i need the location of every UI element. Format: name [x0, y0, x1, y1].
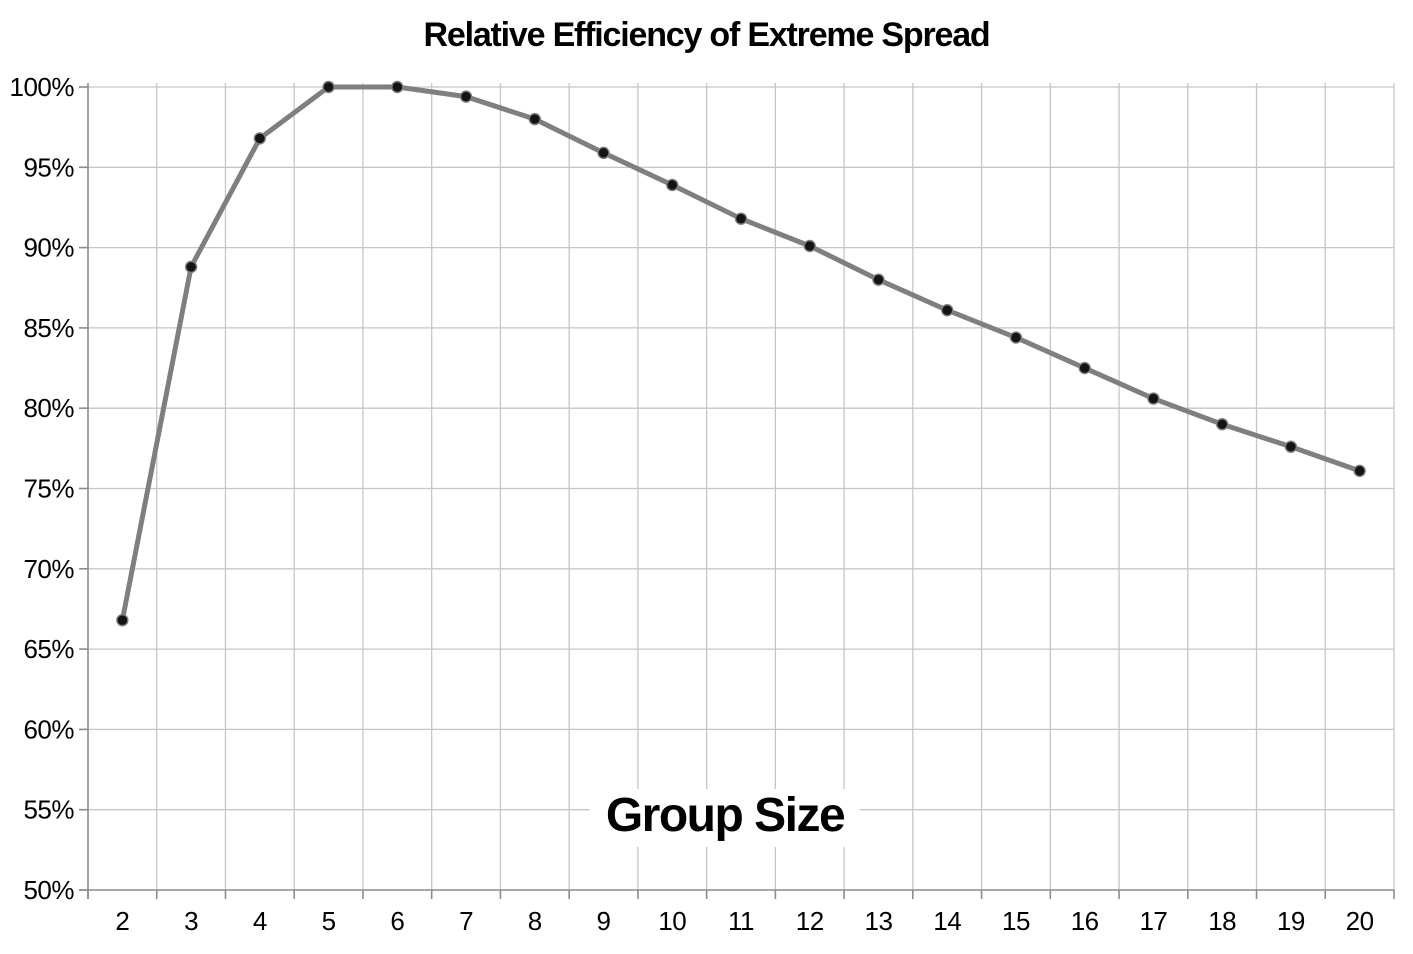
y-tick-label: 60% — [23, 714, 74, 744]
x-tick-label: 4 — [253, 906, 267, 936]
y-tick-label: 70% — [23, 554, 74, 584]
y-tick-label: 65% — [23, 634, 74, 664]
x-tick-label: 5 — [322, 906, 336, 936]
x-tick-label: 9 — [597, 906, 611, 936]
data-point-marker — [184, 260, 198, 274]
data-point-marker — [734, 212, 748, 225]
x-tick-label: 13 — [865, 906, 893, 936]
x-axis-title: Group Size — [589, 789, 861, 848]
y-tick-label: 55% — [23, 795, 74, 825]
x-tick-label: 10 — [658, 906, 686, 936]
x-tick-label: 7 — [459, 906, 473, 936]
data-point-marker — [803, 239, 816, 253]
chart-title: Relative Efficiency of Extreme Spread — [423, 16, 991, 54]
y-tick-label: 50% — [23, 875, 74, 905]
data-point-marker — [597, 146, 610, 160]
data-point-marker — [253, 132, 267, 145]
data-point-marker — [391, 80, 404, 94]
x-tick-label: 19 — [1277, 906, 1305, 936]
x-tick-label: 15 — [1002, 906, 1030, 936]
data-point-marker — [941, 304, 954, 317]
data-point-marker — [1078, 361, 1091, 375]
x-tick-label: 20 — [1346, 906, 1374, 936]
data-point-marker — [459, 90, 473, 103]
x-tick-label: 11 — [728, 906, 754, 936]
x-tick-label: 8 — [528, 906, 542, 936]
x-tick-label: 17 — [1139, 906, 1167, 936]
data-point-marker — [1284, 440, 1298, 453]
x-tick-label: 14 — [933, 906, 961, 936]
data-point-marker — [528, 112, 541, 126]
data-point-marker — [666, 178, 679, 192]
y-tick-label: 100% — [10, 72, 75, 102]
y-tick-label: 80% — [23, 393, 74, 423]
x-tick-label: 3 — [184, 906, 198, 936]
data-point-marker — [1353, 464, 1366, 478]
data-point-marker — [116, 613, 129, 627]
data-point-marker — [1009, 331, 1023, 344]
x-tick-label: 12 — [796, 906, 824, 936]
data-point-marker — [1147, 392, 1160, 405]
x-tick-label: 18 — [1208, 906, 1236, 936]
y-tick-label: 75% — [23, 474, 74, 504]
y-tick-label: 85% — [23, 313, 74, 343]
x-tick-label: 2 — [115, 906, 129, 936]
y-tick-label: 90% — [23, 233, 74, 263]
x-tick-label: 6 — [390, 906, 404, 936]
data-point-marker — [872, 273, 885, 286]
data-point-marker — [1215, 418, 1229, 431]
x-tick-label: 16 — [1071, 906, 1099, 936]
y-tick-label: 95% — [23, 152, 74, 182]
data-point-marker — [322, 80, 335, 94]
